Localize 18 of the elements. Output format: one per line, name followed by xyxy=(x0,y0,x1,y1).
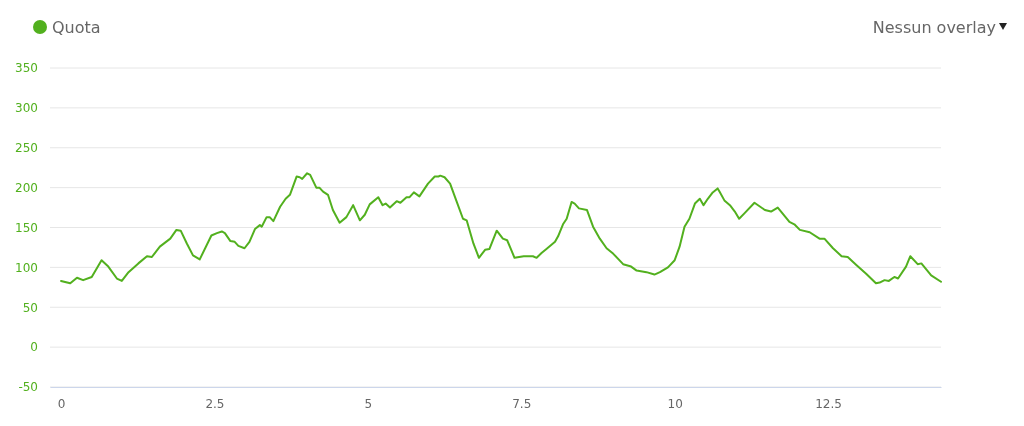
y-tick-label: 250 xyxy=(15,141,38,156)
x-tick-label: 2.5 xyxy=(205,396,225,411)
legend-label: Quota xyxy=(52,18,101,37)
y-tick-label: 350 xyxy=(15,61,38,76)
y-tick-label: -50 xyxy=(18,380,38,395)
x-tick-label: 12.5 xyxy=(815,396,842,411)
y-tick-label: 150 xyxy=(15,220,38,235)
y-tick-label: 100 xyxy=(15,260,38,275)
x-tick-label: 0 xyxy=(57,396,66,411)
y-tick-label: 300 xyxy=(15,101,38,116)
y-tick-label: 200 xyxy=(15,180,38,195)
x-tick-label: 5 xyxy=(364,396,373,411)
y-tick-label: 0 xyxy=(30,340,38,355)
line-series xyxy=(60,172,942,285)
text: Nessun overlay xyxy=(872,18,996,37)
x-tick-label: 7.5 xyxy=(512,396,532,411)
y-tick-label: 50 xyxy=(22,300,38,315)
x-tick-label: 10 xyxy=(667,396,683,411)
